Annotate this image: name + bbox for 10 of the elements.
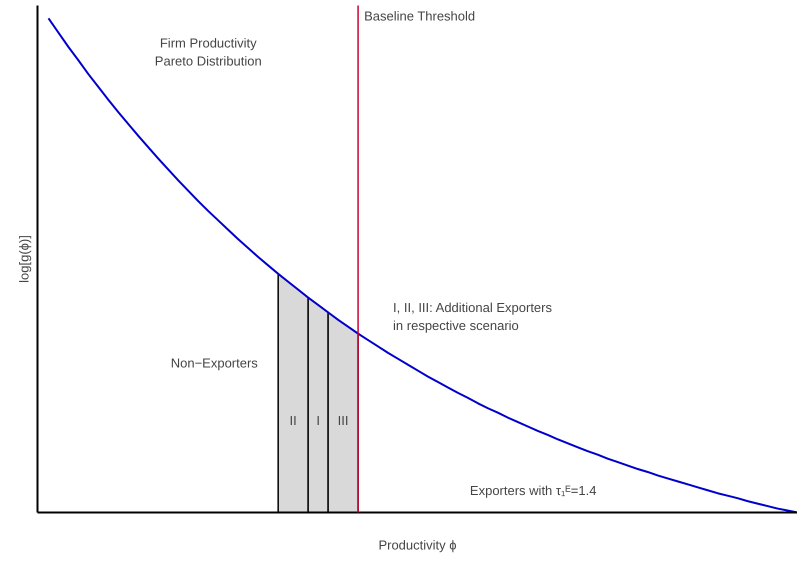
series-label: I	[316, 413, 320, 428]
annotation: I, II, III: Additional Exporters in respective scenario	[393, 300, 552, 334]
y-axis-title: log[g(ϕ)]	[16, 235, 32, 283]
annotation: Exporters with τ₁ᴱ=1.4	[470, 482, 596, 498]
annotation: Baseline Threshold	[364, 8, 476, 24]
series-label: II	[290, 413, 297, 428]
series-label: III	[338, 413, 349, 428]
annotation: Firm Productivity Pareto Distribution	[154, 36, 262, 69]
annotation: Non−Exporters	[170, 355, 258, 370]
x-axis-title: Productivity ϕ	[378, 538, 457, 552]
